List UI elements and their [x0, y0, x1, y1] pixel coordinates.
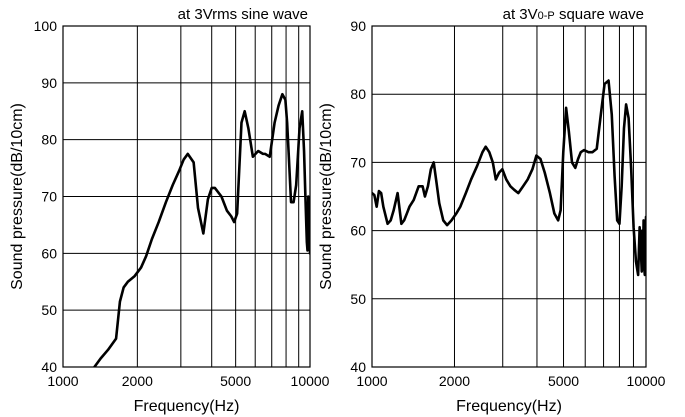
y-tick-label: 80	[41, 132, 57, 148]
y-tick-label: 60	[41, 245, 57, 261]
x-axis-label: Frequency(Hz)	[456, 398, 562, 415]
square-wave-chart: 40 50 60 70 80 90 1000 2000 5000 10000 at 3V0-P sq…	[318, 6, 666, 415]
plot-frame	[62, 25, 311, 368]
x-tick-label: 10000	[627, 373, 666, 389]
x-tick-label: 2000	[122, 373, 153, 389]
y-tick-label: 70	[41, 189, 57, 205]
response-curve	[93, 92, 310, 367]
y-tick-label: 40	[41, 359, 57, 375]
y-tick-label: 90	[41, 75, 57, 91]
x-tick-label: 1000	[356, 373, 387, 389]
response-curve	[372, 79, 646, 277]
x-tick-label: 10000	[291, 373, 330, 389]
y-tick-label: 50	[350, 291, 366, 307]
y-tick-label: 60	[350, 223, 366, 239]
y-tick-label: 50	[41, 302, 57, 318]
plot-frame	[371, 25, 647, 368]
y-tick-label: 100	[34, 18, 58, 34]
chart-title: at 3V0-P square wave	[503, 6, 644, 23]
x-axis-label: Frequency(Hz)	[134, 398, 240, 415]
y-tick-label: 40	[350, 359, 366, 375]
x-tick-label: 2000	[439, 373, 470, 389]
x-tick-label: 1000	[47, 373, 78, 389]
x-tick-label: 5000	[220, 373, 251, 389]
chart-title: at 3Vrms sine wave	[178, 6, 308, 23]
sine-wave-chart: 40 50 60 70 80 90 100 1000 2000 5000 10000 at 3Vrms…	[9, 6, 330, 415]
x-tick-label: 5000	[548, 373, 579, 389]
y-axis-label: Sound pressure(dB/10cm)	[9, 103, 26, 290]
y-tick-label: 70	[350, 154, 366, 170]
y-tick-label: 80	[350, 86, 366, 102]
y-tick-label: 90	[350, 18, 366, 34]
y-axis-label: Sound pressure(dB/10cm)	[318, 103, 335, 290]
